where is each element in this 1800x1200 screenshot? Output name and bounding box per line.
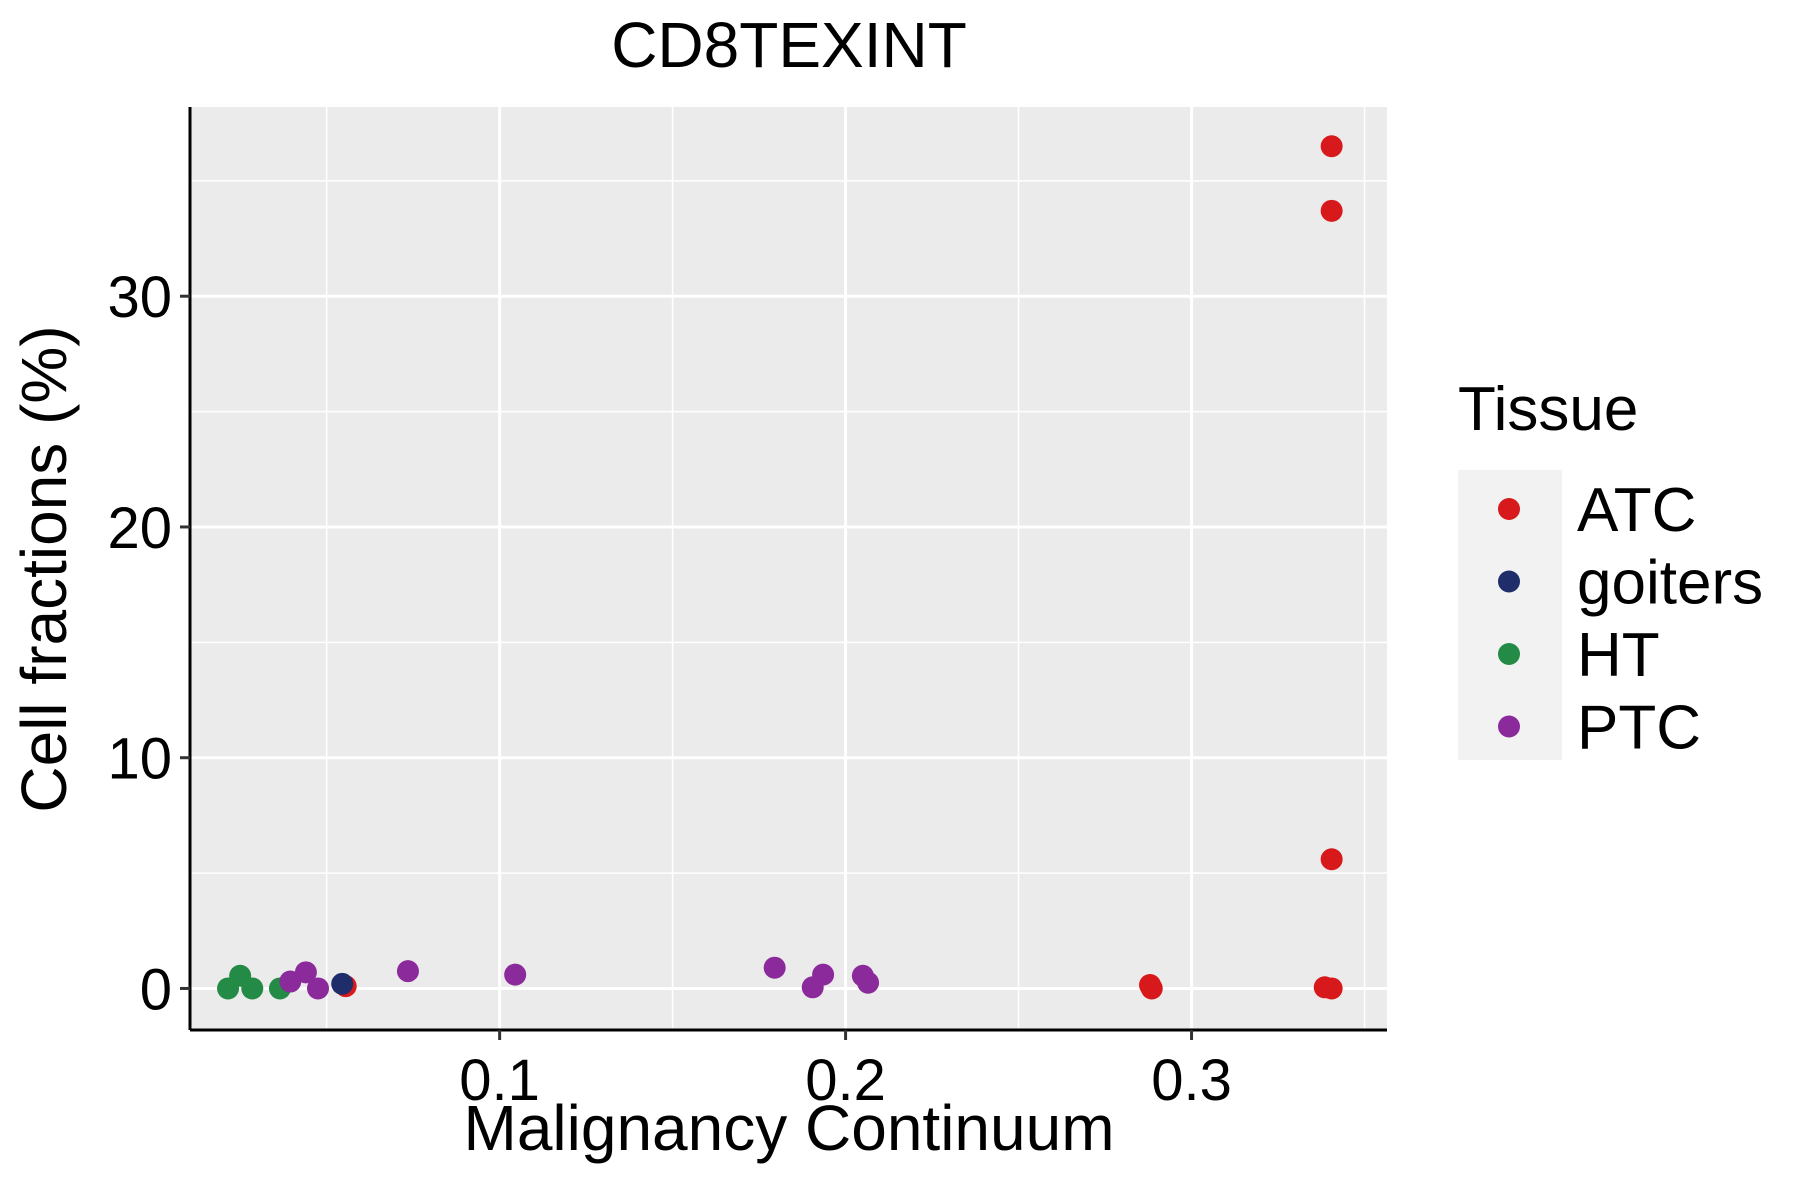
y-tick-label: 20 [107, 496, 172, 561]
x-tick-label: 0.3 [1151, 1048, 1232, 1113]
data-point-atc [1320, 977, 1343, 1000]
x-axis-ticks: 0.1 0.2 0.3 [459, 1030, 1232, 1113]
data-point-ptc [396, 960, 419, 983]
y-tick-label: 10 [107, 727, 172, 792]
data-point-atc [1320, 135, 1343, 158]
legend-title: Tissue [1458, 375, 1638, 444]
data-point-ptc [307, 977, 330, 1000]
data-point-ptc [812, 963, 835, 986]
minor-gridlines [190, 107, 1387, 1030]
data-point-ptc [504, 963, 527, 986]
data-point-ht [241, 977, 264, 1000]
legend-label-ptc: PTC [1577, 694, 1701, 763]
data-point-atc [1320, 848, 1343, 871]
y-tick-label: 0 [140, 957, 172, 1022]
legend-label-atc: ATC [1577, 476, 1696, 545]
legend-label-goiters: goiters [1577, 549, 1763, 618]
x-tick-label: 0.1 [459, 1048, 540, 1113]
plot-panel [190, 107, 1387, 1030]
y-tick-label: 30 [107, 265, 172, 330]
x-tick-label: 0.2 [805, 1048, 886, 1113]
data-point-ptc [857, 971, 880, 994]
major-gridlines [190, 107, 1387, 1030]
legend-key-goiters [1498, 570, 1520, 593]
chart-title: CD8TEXINT [611, 9, 967, 81]
y-axis-title: Cell fractions (%) [8, 325, 80, 812]
data-point-atc [1320, 199, 1343, 222]
data-points [217, 135, 1343, 1000]
y-axis-ticks: 0 10 20 30 [107, 265, 190, 1022]
data-point-atc [1140, 977, 1163, 1000]
legend-key-ht [1498, 643, 1520, 665]
legend-label-ht: HT [1577, 621, 1660, 690]
x-axis-title: Malignancy Continuum [464, 1092, 1115, 1164]
data-point-ptc [294, 961, 317, 984]
data-point-goiters [331, 972, 354, 995]
data-point-ptc [763, 956, 786, 979]
legend-key-ptc [1498, 715, 1520, 738]
legend-key-atc [1498, 498, 1520, 520]
